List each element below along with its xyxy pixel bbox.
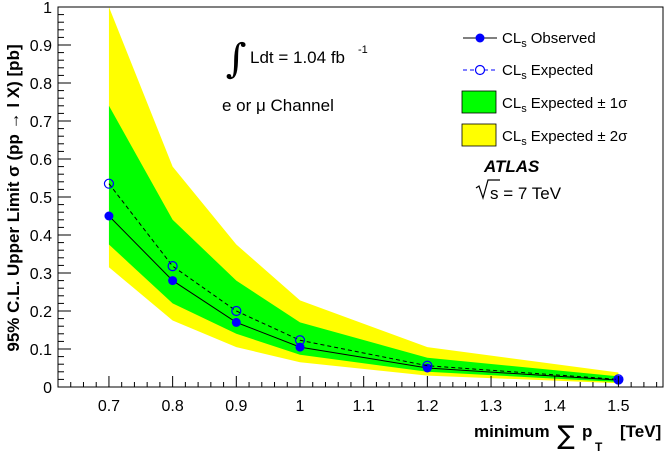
uncertainty-bands bbox=[108, 7, 619, 384]
point-expected-4 bbox=[422, 360, 433, 371]
legend-label-observed: CLs Observed bbox=[502, 30, 596, 50]
y-tick-label-9: 0.9 bbox=[30, 38, 52, 55]
band-one-sigma bbox=[108, 105, 619, 383]
x-tick-label-0: 0.7 bbox=[98, 398, 120, 415]
x-tick-label-7: 1.4 bbox=[544, 398, 566, 415]
luminosity-exponent: -1 bbox=[358, 44, 368, 56]
y-tick-label-7: 0.7 bbox=[30, 114, 52, 131]
legend-item-band1: CLs Expected ± 1σ bbox=[461, 90, 628, 115]
integral-symbol: ∫ bbox=[226, 36, 247, 82]
series-line-expected bbox=[108, 183, 619, 380]
y-tick-label-3: 0.3 bbox=[30, 266, 52, 283]
y-axis-title: 95% C.L. Upper Limit σ (pp → l X) [pb] bbox=[4, 44, 23, 351]
y-tick-label-5: 0.5 bbox=[30, 190, 52, 207]
y-tick-label-1: 0.1 bbox=[30, 342, 52, 359]
energy-label: s = 7 TeV bbox=[475, 179, 562, 203]
y-tick-label-4: 0.4 bbox=[30, 228, 52, 245]
legend-item-expected: CLs Expected bbox=[463, 62, 593, 82]
legend-item-band2: CLs Expected ± 2σ bbox=[461, 123, 628, 148]
x-tick-label-4: 1.1 bbox=[353, 398, 375, 415]
luminosity-label: ∫ Ldt = 1.04 fb -1 bbox=[226, 36, 368, 82]
x-tick-label-2: 0.9 bbox=[225, 398, 247, 415]
series-line-observed bbox=[108, 215, 619, 381]
y-tick-label-10: 1 bbox=[43, 0, 52, 17]
axes: 0.7 0.8 0.9 1 1.1 1.2 1.3 1.4 1.5 0 0.1 0.2 0.3 0.4 0.… bbox=[30, 0, 658, 415]
legend-item-observed: CLs Observed bbox=[463, 30, 596, 50]
legend: CLs Observed CLs Expected CLs Expected ± 1σ… bbox=[461, 30, 628, 148]
x-tick-label-1: 0.8 bbox=[162, 398, 184, 415]
point-expected-3 bbox=[294, 335, 306, 346]
point-observed-0 bbox=[104, 211, 114, 221]
sum-symbol: ∑ bbox=[557, 421, 575, 451]
channel-label: e or μ Channel bbox=[222, 96, 334, 115]
point-expected-2 bbox=[231, 305, 242, 317]
legend-label-expected: CLs Expected bbox=[502, 62, 593, 82]
x-axis-title: minimum ∑ p T [TeV] bbox=[474, 421, 661, 454]
x-axis-title-prefix: minimum bbox=[474, 422, 550, 441]
legend-label-band1: CLs Expected ± 1σ bbox=[502, 95, 628, 115]
atlas-label: ATLAS bbox=[483, 157, 540, 176]
legend-swatch-band2 bbox=[461, 123, 497, 147]
legend-marker-observed bbox=[475, 33, 485, 43]
point-expected-0 bbox=[103, 178, 115, 189]
x-tick-label-5: 1.2 bbox=[416, 398, 438, 415]
point-observed-1 bbox=[168, 276, 178, 286]
legend-swatch-band1 bbox=[461, 90, 497, 114]
x-axis-title-units: [TeV] bbox=[620, 422, 661, 441]
point-expected-1 bbox=[167, 261, 178, 272]
legend-label-band2: CLs Expected ± 2σ bbox=[502, 128, 628, 148]
x-tick-label-3: 1 bbox=[296, 398, 305, 415]
x-tick-label-8: 1.5 bbox=[607, 398, 629, 415]
y-tick-label-6: 0.6 bbox=[30, 152, 52, 169]
x-axis-title-var: p bbox=[582, 422, 592, 441]
luminosity-text: Ldt = 1.04 fb bbox=[250, 48, 345, 67]
y-tick-label-2: 0.2 bbox=[30, 304, 52, 321]
x-tick-label-6: 1.3 bbox=[480, 398, 502, 415]
y-tick-label-8: 0.8 bbox=[30, 76, 52, 93]
legend-marker-expected bbox=[474, 64, 486, 76]
sqrt-symbol bbox=[475, 179, 500, 201]
energy-text: s = 7 TeV bbox=[490, 184, 562, 203]
point-observed-2 bbox=[231, 317, 241, 327]
y-tick-label-0: 0 bbox=[43, 380, 52, 397]
point-observed-3 bbox=[295, 342, 305, 352]
x-axis-title-subscript: T bbox=[595, 440, 603, 454]
